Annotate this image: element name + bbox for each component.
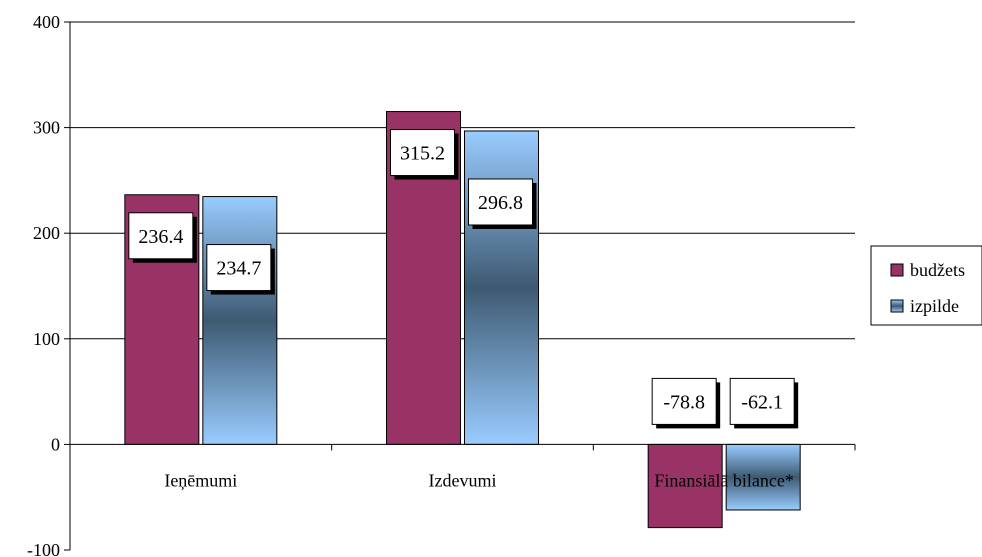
data-label-value: 236.4 — [138, 226, 183, 248]
data-label: 236.4 — [128, 212, 197, 263]
data-label-value: -78.8 — [663, 391, 705, 413]
data-label-box — [206, 244, 272, 292]
y-tick-label: 400 — [33, 12, 60, 32]
y-tick-label: 100 — [33, 329, 60, 349]
data-label-value: 234.7 — [216, 258, 261, 280]
data-label-box — [468, 178, 533, 226]
bar-izpilde-ienemumi — [202, 196, 278, 445]
bar-izpilde-finansiala-bilance — [725, 443, 801, 511]
data-label-value: -62.1 — [741, 391, 783, 413]
y-tick-labels: -100 0 100 200 300 400 — [27, 12, 60, 557]
data-label: 315.2 — [390, 129, 459, 180]
category-label: Izdevumi — [429, 470, 497, 490]
category-label: Finansiālā bilance* — [654, 470, 793, 490]
y-tick-label: 200 — [33, 223, 60, 243]
legend-label-izpilde: izpilde — [910, 296, 959, 316]
data-label: 296.8 — [468, 178, 537, 229]
y-tick-label: -100 — [27, 540, 60, 557]
data-label-box — [390, 129, 455, 177]
data-label-value: 296.8 — [478, 192, 523, 214]
category-label: Ieņēmumi — [164, 470, 237, 490]
data-label-box — [651, 377, 717, 425]
bars-group — [124, 111, 801, 529]
legend-swatch-budzets — [890, 263, 904, 277]
data-label-value: 315.2 — [400, 143, 445, 165]
y-tick-label: 0 — [51, 434, 60, 454]
y-tick-label: 300 — [33, 118, 60, 138]
legend-frame — [870, 245, 982, 326]
axes — [64, 21, 856, 551]
data-label-box — [128, 212, 194, 260]
bar-budzets-finansiala-bilance — [647, 443, 723, 529]
gridlines — [70, 21, 855, 340]
data-label: -78.8 — [651, 377, 721, 429]
legend-swatch-izpilde — [890, 299, 904, 313]
data-label: 234.7 — [206, 244, 275, 295]
data-label-box — [729, 377, 795, 425]
category-labels: Ieņēmumi Izdevumi Finansiālā bilance* — [164, 470, 794, 490]
legend: budžets izpilde — [870, 245, 982, 326]
data-label: -62.1 — [729, 377, 799, 429]
bar-izpilde-izdevumi — [464, 130, 539, 445]
legend-label-budzets: budžets — [910, 260, 965, 280]
data-labels: 236.4 234.7 315.2 296.8 -78.8 -62.1 — [128, 129, 799, 429]
